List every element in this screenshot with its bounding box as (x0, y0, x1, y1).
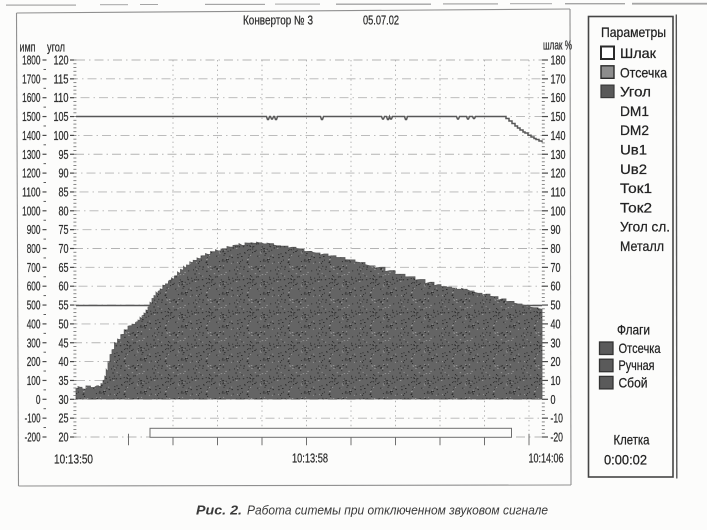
svg-text:130: 130 (551, 148, 566, 162)
svg-text:Uв1: Uв1 (620, 142, 647, 158)
svg-text:40: 40 (59, 355, 69, 369)
svg-text:1800: 1800 (22, 54, 40, 68)
svg-text:05.07.02: 05.07.02 (363, 14, 399, 28)
svg-text:Конвертор № 3: Конвертор № 3 (243, 14, 313, 28)
svg-text:Ток2: Ток2 (620, 199, 652, 215)
svg-text:40: 40 (551, 317, 561, 331)
svg-text:35: 35 (59, 374, 69, 388)
svg-text:0: 0 (551, 393, 556, 407)
svg-text:DM2: DM2 (620, 122, 649, 138)
svg-text:1300: 1300 (22, 148, 40, 162)
svg-text:50: 50 (551, 299, 561, 313)
svg-text:160: 160 (551, 91, 566, 105)
svg-text:25: 25 (59, 412, 69, 426)
svg-text:10: 10 (551, 374, 561, 388)
svg-text:Ток1: Ток1 (620, 180, 652, 196)
svg-text:Отсечка: Отсечка (620, 64, 667, 80)
svg-text:шлак %: шлак % (543, 39, 572, 53)
svg-text:1200: 1200 (22, 167, 40, 181)
svg-text:имп: имп (20, 41, 36, 55)
svg-text:80: 80 (59, 204, 69, 218)
svg-text:Ручная: Ручная (619, 357, 655, 373)
svg-text:105: 105 (54, 110, 69, 124)
svg-text:60: 60 (59, 280, 69, 294)
svg-text:400: 400 (27, 317, 41, 331)
svg-text:Шлак: Шлак (620, 45, 657, 61)
svg-text:900: 900 (27, 223, 41, 237)
svg-text:120: 120 (551, 167, 566, 181)
svg-text:-20: -20 (551, 431, 564, 445)
svg-text:140: 140 (551, 129, 566, 143)
svg-text:1700: 1700 (22, 72, 40, 86)
svg-text:Металл: Металл (620, 238, 664, 254)
svg-text:1000: 1000 (22, 204, 40, 218)
svg-text:100: 100 (54, 129, 69, 143)
svg-text:200: 200 (27, 355, 41, 369)
svg-text:65: 65 (59, 261, 69, 275)
svg-text:Угол: Угол (620, 84, 651, 100)
svg-text:90: 90 (59, 167, 69, 181)
svg-text:1500: 1500 (22, 110, 40, 124)
svg-text:110: 110 (551, 185, 566, 199)
svg-text:Клетка: Клетка (614, 432, 650, 448)
svg-text:70: 70 (59, 242, 69, 256)
svg-text:180: 180 (551, 54, 566, 68)
svg-text:DM1: DM1 (620, 103, 649, 119)
svg-text:70: 70 (551, 261, 561, 275)
svg-text:Рис. 2.: Рис. 2. (196, 503, 242, 518)
svg-text:60: 60 (551, 280, 561, 294)
svg-text:1600: 1600 (22, 91, 40, 105)
svg-text:80: 80 (551, 242, 561, 256)
svg-text:700: 700 (27, 261, 41, 275)
svg-text:0: 0 (36, 393, 41, 407)
svg-text:-10: -10 (551, 412, 564, 426)
svg-text:1400: 1400 (22, 129, 40, 143)
svg-text:100: 100 (27, 374, 41, 388)
svg-text:Угол сл.: Угол сл. (620, 219, 670, 235)
svg-text:20: 20 (551, 355, 561, 369)
svg-text:10:14:06: 10:14:06 (529, 452, 564, 466)
svg-text:30: 30 (551, 336, 561, 350)
svg-text:120: 120 (54, 54, 69, 68)
svg-text:Работа ситемы при отключенном: Работа ситемы при отключенном звуковом с… (247, 503, 548, 518)
svg-text:10:13:58: 10:13:58 (292, 452, 328, 466)
svg-text:Параметры: Параметры (601, 24, 666, 40)
svg-text:45: 45 (59, 336, 69, 350)
svg-text:85: 85 (59, 185, 69, 199)
svg-text:800: 800 (27, 242, 41, 256)
svg-text:100: 100 (551, 204, 566, 218)
svg-text:300: 300 (27, 336, 41, 350)
svg-text:20: 20 (59, 431, 69, 445)
svg-text:50: 50 (59, 317, 69, 331)
svg-text:90: 90 (551, 223, 561, 237)
svg-text:Отсечка: Отсечка (619, 340, 661, 356)
svg-text:110: 110 (54, 91, 69, 105)
svg-text:0:00:02: 0:00:02 (604, 452, 647, 468)
svg-text:Флаги: Флаги (617, 322, 650, 338)
svg-text:-200: -200 (25, 431, 41, 445)
svg-text:10:13:50: 10:13:50 (54, 453, 93, 467)
svg-text:95: 95 (59, 148, 69, 162)
svg-text:75: 75 (59, 223, 69, 237)
svg-text:30: 30 (59, 393, 69, 407)
svg-text:115: 115 (54, 72, 69, 86)
svg-text:150: 150 (551, 110, 566, 124)
svg-text:-100: -100 (25, 412, 41, 426)
svg-text:55: 55 (59, 299, 69, 313)
svg-text:угол: угол (47, 41, 65, 55)
svg-text:Uв2: Uв2 (620, 161, 647, 177)
svg-text:600: 600 (27, 280, 41, 294)
svg-text:1100: 1100 (22, 185, 40, 199)
svg-text:Сбой: Сбой (619, 374, 648, 390)
svg-text:170: 170 (551, 72, 566, 86)
svg-text:500: 500 (27, 299, 41, 313)
